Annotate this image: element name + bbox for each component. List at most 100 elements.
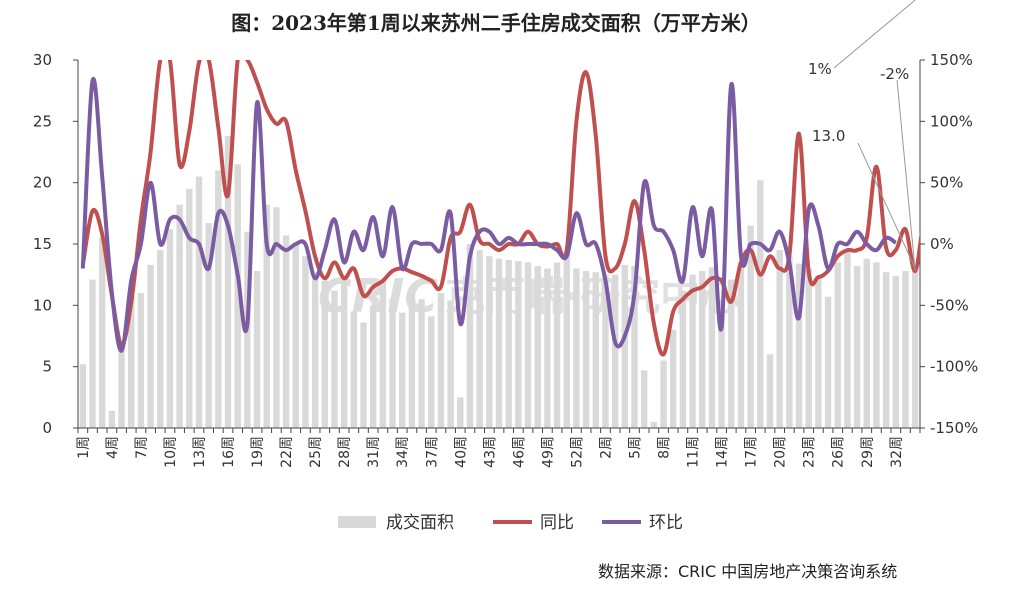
x-tick-label: 43周	[482, 436, 498, 468]
bar-week-79	[834, 262, 841, 428]
left-tick-label: 5	[42, 358, 52, 376]
left-tick-label: 30	[33, 51, 52, 69]
bar-week-4	[108, 410, 116, 428]
bar-week-68	[728, 279, 735, 428]
bar-week-87	[911, 268, 919, 428]
right-tick-label: 150%	[930, 51, 973, 69]
x-tick-label: 28周	[337, 436, 353, 468]
bar-week-27	[331, 290, 338, 428]
legend: 成交面积 同比 环比	[338, 513, 683, 533]
left-axis-ticks: 0 5 10 15 20 25 30	[33, 51, 52, 437]
bar-week-10	[166, 229, 174, 428]
bar-week-85	[892, 275, 899, 428]
bar-week-61	[660, 360, 667, 428]
bar-week-54	[592, 272, 599, 428]
x-tick-label: 17周	[744, 436, 760, 468]
bar-week-22	[282, 235, 290, 428]
left-tick-label: 20	[33, 174, 52, 192]
bar-week-67	[718, 299, 725, 428]
x-tick-label: 49周	[540, 436, 556, 468]
bar-week-31	[369, 305, 377, 428]
bar-week-39	[447, 300, 454, 428]
right-tick-label: -50%	[930, 296, 969, 314]
bar-week-42	[476, 250, 483, 428]
bar-week-34	[399, 312, 406, 428]
bar-week-86	[902, 270, 909, 428]
bar-week-58	[631, 266, 638, 428]
x-tick-label: 5周	[627, 436, 643, 459]
x-tick-label: 19周	[250, 436, 266, 468]
bar-week-38	[437, 293, 445, 428]
chart-title: 图：2023年第1周以来苏州二手住房成交面积（万平方米）	[231, 11, 761, 35]
bar-week-56	[611, 274, 619, 428]
left-tick-label: 15	[33, 235, 52, 253]
bar-week-8	[147, 264, 154, 428]
bar-week-20	[263, 204, 270, 428]
bar-week-43	[486, 256, 493, 428]
bar-week-72	[766, 354, 774, 428]
bar-week-74	[786, 256, 793, 428]
x-tick-label: 2周	[598, 436, 614, 459]
bar-week-49	[544, 268, 551, 428]
bar-week-48	[534, 266, 541, 428]
bar-week-50	[553, 262, 561, 428]
bar-week-41	[466, 244, 474, 428]
bar-week-7	[137, 293, 145, 428]
bar-week-52	[573, 268, 580, 428]
bar-week-44	[495, 258, 503, 428]
bar-week-32	[379, 280, 387, 428]
x-tick-label: 31周	[366, 436, 382, 468]
bar-week-84	[882, 272, 890, 428]
bar-week-2	[89, 279, 96, 428]
source-note: 数据来源：CRIC 中国房地产决策咨询系统	[598, 562, 897, 581]
legend-label-mom: 环比	[649, 513, 683, 533]
bar-week-45	[505, 259, 512, 428]
bar-week-6	[128, 293, 135, 428]
bar-week-24	[302, 256, 309, 428]
x-tick-label: 32周	[889, 436, 905, 468]
bar-week-47	[524, 262, 532, 428]
bar-week-62	[670, 329, 677, 428]
bar-week-37	[428, 316, 435, 428]
bar-week-1	[79, 364, 87, 428]
bar-week-26	[321, 280, 328, 428]
bar-week-30	[360, 322, 367, 428]
annotation-leader	[896, 79, 916, 272]
x-tick-label: 26周	[831, 436, 847, 468]
x-tick-label: 52周	[569, 436, 585, 468]
right-axis-ticks: -150% -100% -50% 0% 50% 100% 150%	[930, 51, 978, 437]
bar-week-5	[118, 342, 125, 428]
right-tick-label: -100%	[930, 358, 978, 376]
bar-week-23	[292, 244, 299, 428]
legend-swatch-area	[338, 516, 376, 528]
x-tick-label: 40周	[453, 436, 469, 468]
bar-week-28	[340, 282, 348, 428]
bar-week-63	[679, 290, 687, 428]
bar-week-46	[515, 261, 522, 428]
line-series	[80, 60, 920, 357]
x-tick-label: 8周	[657, 436, 673, 459]
bar-week-83	[873, 262, 880, 428]
bar-week-9	[157, 250, 164, 428]
annotation-leader	[857, 142, 916, 269]
bar-week-55	[602, 274, 609, 428]
bar-week-81	[853, 266, 861, 428]
bar-week-25	[311, 272, 319, 428]
x-tick-label: 10周	[163, 436, 179, 468]
bar-week-71	[757, 180, 764, 428]
left-tick-label: 0	[42, 419, 52, 437]
x-axis-ticks: 1周 4周 7周 10周 13周 16周 19周 22周 25周 28周 31周 34周 37周 40周 4…	[76, 436, 905, 468]
x-tick-label: 29周	[860, 436, 876, 468]
mom-line	[80, 76, 897, 353]
bar-week-17	[234, 164, 241, 428]
right-tick-label: 100%	[930, 112, 973, 130]
bar-week-70	[747, 225, 754, 428]
x-tick-label: 1周	[76, 436, 92, 459]
x-tick-label: 23周	[802, 436, 818, 468]
bar-week-14	[205, 223, 212, 428]
bar-week-3	[99, 237, 106, 428]
bar-week-69	[737, 262, 745, 428]
bar-week-35	[408, 293, 416, 428]
x-tick-label: 37周	[424, 436, 440, 468]
